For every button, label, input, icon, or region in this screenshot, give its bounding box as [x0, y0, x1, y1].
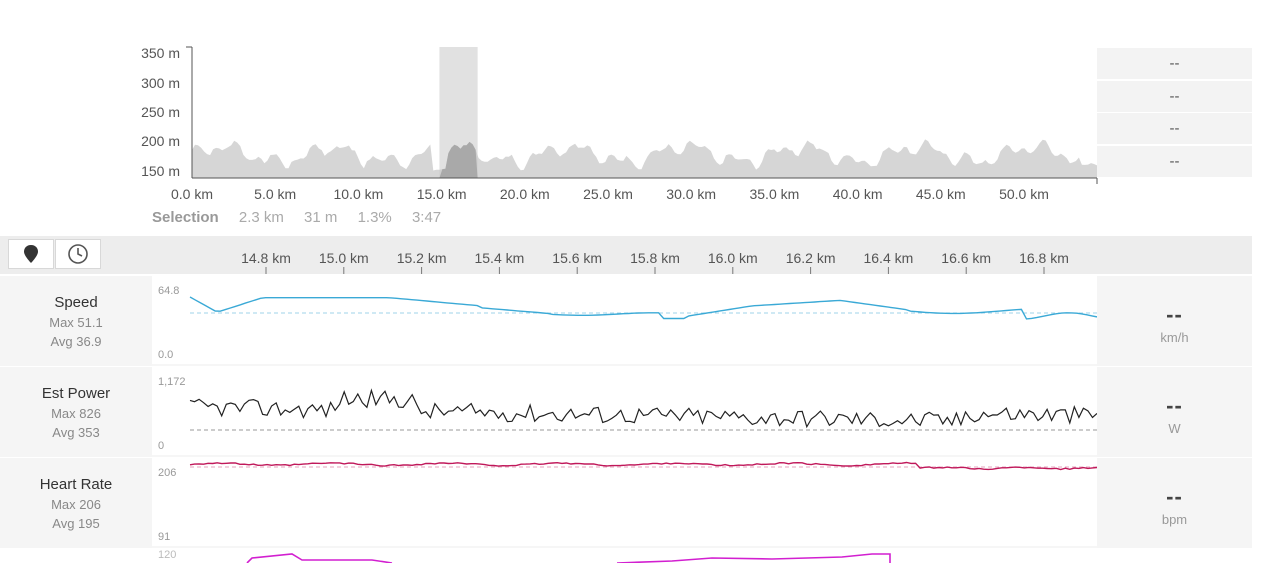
elevation-x-tick: 20.0 km	[499, 186, 550, 202]
distance-mode-button[interactable]	[8, 239, 54, 269]
elevation-side-value: --	[1097, 113, 1252, 144]
selection-stats: Selection 2.3 km 31 m 1.3% 3:47	[152, 209, 457, 226]
metric-scale-bottom: 91	[158, 531, 171, 543]
metric-name: Est Power	[41, 385, 111, 402]
elevation-side-value: --	[1097, 48, 1252, 79]
elevation-x-tick: 25.0 km	[583, 186, 633, 202]
metric-scale-top: 64.8	[158, 285, 180, 297]
metric-value-panel: -- km/h	[1097, 276, 1252, 366]
elevation-x-tick: 50.0 km	[999, 186, 1049, 202]
metric-name: Speed	[54, 294, 98, 311]
metric-current-value: --	[1166, 302, 1183, 327]
metric-avg: Avg 353	[52, 425, 100, 440]
metric-label-panel[interactable]: Heart Rate Max 206 Avg 195	[0, 458, 152, 548]
detail-axis-label: 15.0 km	[318, 250, 369, 266]
metric-avg: Avg 36.9	[50, 334, 102, 349]
elevation-selection-area	[439, 141, 478, 178]
detail-axis-label: 16.2 km	[785, 250, 836, 266]
elevation-x-tick: 40.0 km	[832, 186, 883, 202]
elevation-y-tick: 350 m	[141, 45, 180, 61]
elevation-y-tick: 200 m	[141, 133, 180, 149]
metric-unit: km/h	[1160, 330, 1189, 345]
speed-series-line	[189, 296, 1097, 320]
selection-elevation: 31 m	[304, 209, 338, 226]
metric-max: Max 206	[51, 497, 101, 512]
metric-current-value: --	[1166, 393, 1183, 418]
power-series-line	[189, 388, 1097, 429]
cadence-scale-top: 120	[158, 549, 177, 561]
detail-axis-label: 15.4 km	[474, 250, 525, 266]
elevation-side-value: --	[1097, 81, 1252, 112]
detail-axis-label: 15.6 km	[552, 250, 603, 266]
map-pin-icon	[24, 245, 38, 263]
selection-distance: 2.3 km	[238, 209, 284, 226]
elevation-y-tick: 300 m	[141, 75, 180, 91]
metric-scale-bottom: 0.0	[158, 349, 174, 361]
metric-avg: Avg 195	[52, 516, 100, 531]
elevation-x-tick: 45.0 km	[915, 186, 966, 202]
detail-axis-label: 14.8 km	[241, 250, 291, 266]
clock-icon	[68, 244, 88, 264]
metric-max: Max 51.1	[49, 315, 103, 330]
heart-rate-series-line	[189, 461, 1097, 471]
elevation-x-tick: 35.0 km	[749, 186, 800, 202]
elevation-x-tick: 30.0 km	[666, 186, 717, 202]
metric-max: Max 826	[51, 406, 101, 421]
metric-value-panel: -- W	[1097, 367, 1252, 457]
detail-plots[interactable]	[152, 275, 1097, 563]
metric-current-value: --	[1166, 484, 1183, 509]
detail-axis-label: 16.8 km	[1019, 250, 1069, 266]
metric-label-panel[interactable]: Speed Max 51.1 Avg 36.9	[0, 276, 152, 366]
metric-scale-bottom: 0	[158, 440, 165, 452]
selection-grade: 1.3%	[357, 209, 392, 226]
metric-unit: bpm	[1161, 512, 1188, 527]
elevation-profile-area	[192, 139, 1097, 178]
metric-scale-top: 1,172	[158, 376, 186, 388]
detail-axis-ticks	[265, 267, 1045, 274]
metric-scale-top: 206	[158, 467, 177, 479]
detail-axis-label: 16.4 km	[863, 250, 914, 266]
metric-name: Heart Rate	[39, 476, 113, 493]
selection-time: 3:47	[411, 209, 442, 226]
selection-label: Selection	[152, 209, 219, 226]
detail-axis-label: 16.0 km	[707, 250, 758, 266]
elevation-x-tick: 10.0 km	[333, 186, 384, 202]
elevation-y-tick: 150 m	[141, 163, 180, 179]
time-mode-button[interactable]	[55, 239, 101, 269]
elevation-x-tick: 5.0 km	[254, 186, 297, 202]
metric-unit: W	[1168, 421, 1181, 436]
elevation-x-tick: 15.0 km	[416, 186, 467, 202]
elevation-x-tick: 0.0 km	[170, 186, 214, 202]
metric-value-panel: -- bpm	[1097, 458, 1252, 548]
detail-axis-label: 15.2 km	[396, 250, 447, 266]
cadence-series-line	[246, 553, 891, 563]
detail-axis-label: 16.6 km	[941, 250, 992, 266]
detail-axis-label: 15.8 km	[630, 250, 680, 266]
elevation-plot[interactable]	[186, 44, 1101, 186]
elevation-y-tick: 250 m	[141, 104, 180, 120]
metric-label-panel[interactable]: Est Power Max 826 Avg 353	[0, 367, 152, 457]
elevation-side-value: --	[1097, 146, 1252, 177]
analysis-toolbar	[0, 236, 1252, 274]
